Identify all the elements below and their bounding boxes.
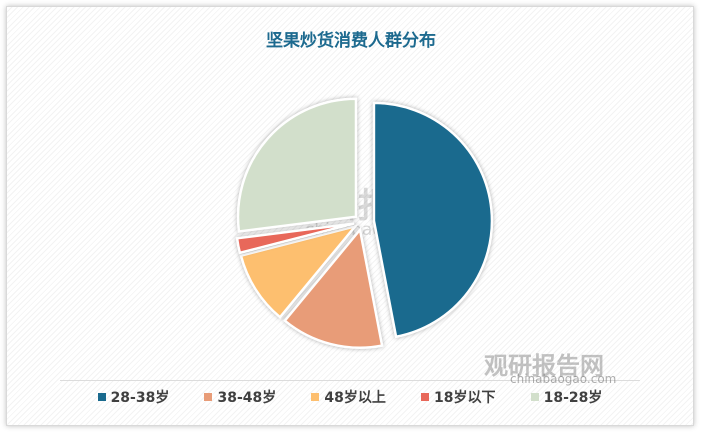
legend-swatch — [97, 392, 106, 401]
pie-slice-28-38岁 — [372, 101, 494, 339]
legend-swatch — [311, 392, 320, 401]
legend-item: 18-28岁 — [530, 387, 603, 407]
pie-slice-38-48岁 — [283, 226, 384, 349]
legend-label: 38-48岁 — [217, 389, 277, 406]
legend-label: 18岁以下 — [433, 389, 496, 406]
legend-item: 18岁以下 — [420, 387, 496, 407]
legend-item: 48岁以上 — [311, 387, 386, 407]
watermark-brand: 观研报告网 — [484, 352, 604, 380]
pie-slice-48岁以上 — [239, 224, 359, 319]
legend-item: 28-38岁 — [97, 387, 170, 407]
legend-swatch — [420, 392, 429, 401]
legend: 28-38岁 38-48岁 48岁以上 18岁以下 18-28岁 — [60, 380, 640, 412]
legend-swatch — [530, 392, 539, 401]
pie-slice-18岁以下 — [235, 222, 355, 255]
pie-slice-18-28岁 — [236, 97, 358, 233]
legend-swatch — [204, 392, 213, 401]
legend-label: 48岁以上 — [324, 389, 386, 406]
legend-item: 38-48岁 — [204, 387, 276, 407]
legend-label: 28-38岁 — [110, 389, 170, 406]
legend-label: 18-28岁 — [543, 389, 603, 406]
watermark-url: chinabaogao.com — [510, 372, 617, 386]
chart-title: 坚果炒货消费人群分布 — [266, 31, 436, 51]
